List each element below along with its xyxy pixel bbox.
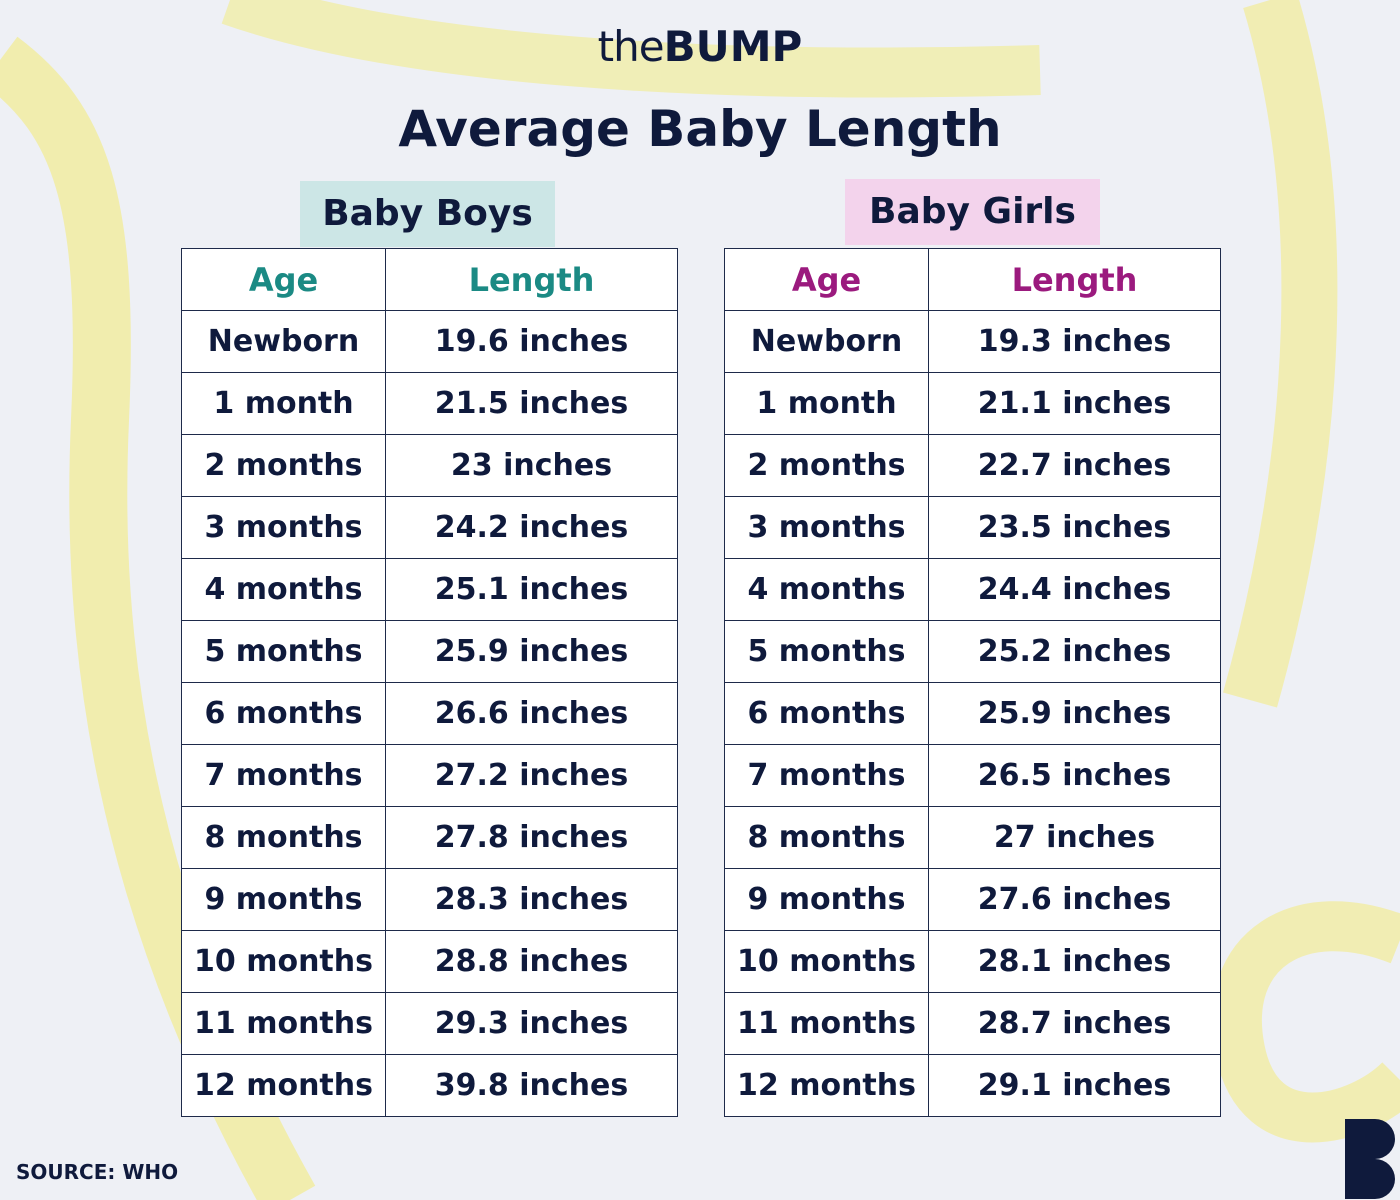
- cell: 11 months: [724, 992, 929, 1055]
- cell: 1 month: [724, 372, 929, 435]
- header-cell: Age: [724, 248, 929, 311]
- cell: 12 months: [724, 1054, 929, 1117]
- cell: 24.4 inches: [928, 558, 1221, 621]
- cell: Newborn: [181, 310, 386, 373]
- cell: 10 months: [181, 930, 386, 993]
- cell: 27 inches: [928, 806, 1221, 869]
- source: SOURCE: WHO: [16, 1160, 179, 1184]
- cell: 24.2 inches: [385, 496, 678, 559]
- cell: 6 months: [181, 682, 386, 745]
- table: Age Length Newborn 19.6 inches 1 month 21.5 i…: [181, 248, 678, 1117]
- cell: 9 months: [724, 868, 929, 931]
- header-row: Age Length: [181, 248, 678, 311]
- cell: 23 inches: [385, 434, 678, 497]
- cell: 27.2 inches: [385, 744, 678, 807]
- row: 9 months 27.6 inches: [724, 868, 1221, 931]
- row: 8 months 27.8 inches: [181, 806, 678, 869]
- row: Newborn 19.3 inches: [724, 310, 1221, 373]
- cell: 22.7 inches: [928, 434, 1221, 497]
- brand-name: BUMP: [663, 22, 803, 71]
- cell: 29.1 inches: [928, 1054, 1221, 1117]
- table-label: Baby Boys: [300, 181, 555, 247]
- cell: 3 months: [181, 496, 386, 559]
- row: 5 months 25.9 inches: [181, 620, 678, 683]
- cell: 25.2 inches: [928, 620, 1221, 683]
- cell: 6 months: [724, 682, 929, 745]
- cell: 21.1 inches: [928, 372, 1221, 435]
- row: 8 months 27 inches: [724, 806, 1221, 869]
- cell: 5 months: [724, 620, 929, 683]
- cell: 23.5 inches: [928, 496, 1221, 559]
- row: 3 months 23.5 inches: [724, 496, 1221, 559]
- cell: 4 months: [181, 558, 386, 621]
- cell: 25.9 inches: [928, 682, 1221, 745]
- row: 12 months 39.8 inches: [181, 1054, 678, 1117]
- cell: 27.8 inches: [385, 806, 678, 869]
- row: 9 months 28.3 inches: [181, 868, 678, 931]
- cell: 4 months: [724, 558, 929, 621]
- header-cell: Length: [385, 248, 678, 311]
- row: 11 months 28.7 inches: [724, 992, 1221, 1055]
- header-cell: Age: [181, 248, 386, 311]
- cell: 5 months: [181, 620, 386, 683]
- cell: 27.6 inches: [928, 868, 1221, 931]
- row: 5 months 25.2 inches: [724, 620, 1221, 683]
- row: 10 months 28.1 inches: [724, 930, 1221, 993]
- row: Newborn 19.6 inches: [181, 310, 678, 373]
- row: 6 months 25.9 inches: [724, 682, 1221, 745]
- cell: 8 months: [724, 806, 929, 869]
- cell: 12 months: [181, 1054, 386, 1117]
- cell: 26.6 inches: [385, 682, 678, 745]
- table-label: Baby Girls: [845, 179, 1100, 245]
- row: 2 months 23 inches: [181, 434, 678, 497]
- cell: 7 months: [181, 744, 386, 807]
- brand-prefix: the: [597, 22, 665, 71]
- cell: 2 months: [724, 434, 929, 497]
- table: Age Length Newborn 19.3 inches 1 month 21.1 i…: [724, 248, 1221, 1117]
- cell: 9 months: [181, 868, 386, 931]
- cell: 25.1 inches: [385, 558, 678, 621]
- cell: 19.3 inches: [928, 310, 1221, 373]
- cell: 26.5 inches: [928, 744, 1221, 807]
- row: 6 months 26.6 inches: [181, 682, 678, 745]
- cell: 8 months: [181, 806, 386, 869]
- row: 1 month 21.5 inches: [181, 372, 678, 435]
- row: 7 months 27.2 inches: [181, 744, 678, 807]
- row: 12 months 29.1 inches: [724, 1054, 1221, 1117]
- row: 11 months 29.3 inches: [181, 992, 678, 1055]
- cell: 3 months: [724, 496, 929, 559]
- row: 7 months 26.5 inches: [724, 744, 1221, 807]
- title: Average Baby Length: [398, 100, 1002, 158]
- row: 4 months 24.4 inches: [724, 558, 1221, 621]
- cell: 11 months: [181, 992, 386, 1055]
- cell: 28.8 inches: [385, 930, 678, 993]
- cell: 39.8 inches: [385, 1054, 678, 1117]
- row: 3 months 24.2 inches: [181, 496, 678, 559]
- cell: Newborn: [724, 310, 929, 373]
- header-row: Age Length: [724, 248, 1221, 311]
- cell: 28.1 inches: [928, 930, 1221, 993]
- row: 2 months 22.7 inches: [724, 434, 1221, 497]
- brand: theBUMP: [0, 22, 1400, 71]
- row: 1 month 21.1 inches: [724, 372, 1221, 435]
- row: 4 months 25.1 inches: [181, 558, 678, 621]
- row: 10 months 28.8 inches: [181, 930, 678, 993]
- cell: 25.9 inches: [385, 620, 678, 683]
- cell: 7 months: [724, 744, 929, 807]
- cell: 28.7 inches: [928, 992, 1221, 1055]
- cell: 1 month: [181, 372, 386, 435]
- cell: 29.3 inches: [385, 992, 678, 1055]
- cell: 2 months: [181, 434, 386, 497]
- cell: 10 months: [724, 930, 929, 993]
- cell: 21.5 inches: [385, 372, 678, 435]
- header-cell: Length: [928, 248, 1221, 311]
- cell: 19.6 inches: [385, 310, 678, 373]
- cell: 28.3 inches: [385, 868, 678, 931]
